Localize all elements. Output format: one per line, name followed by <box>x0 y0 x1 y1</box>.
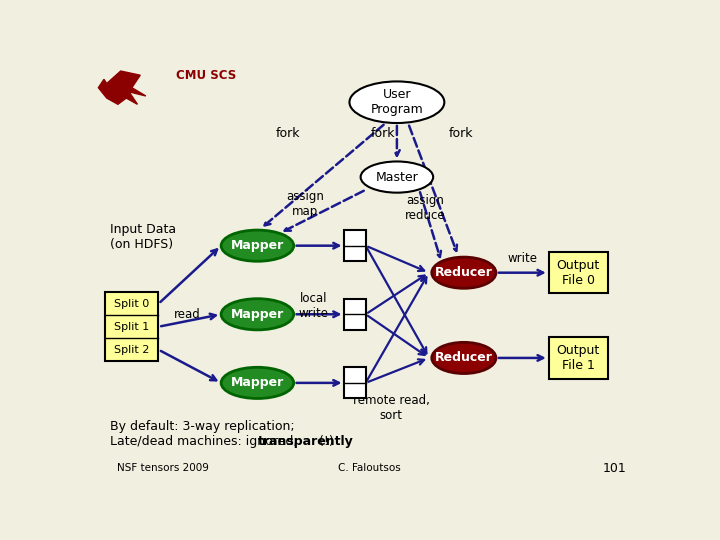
Bar <box>344 299 366 330</box>
Text: Split 2: Split 2 <box>114 345 150 355</box>
Bar <box>105 293 158 361</box>
Ellipse shape <box>349 82 444 123</box>
Ellipse shape <box>432 257 496 288</box>
Bar <box>549 337 608 379</box>
Ellipse shape <box>221 367 294 399</box>
Text: Split 0: Split 0 <box>114 299 150 309</box>
Text: Mapper: Mapper <box>231 308 284 321</box>
Text: assign
map: assign map <box>286 190 324 218</box>
Bar <box>344 367 366 399</box>
Ellipse shape <box>221 230 294 261</box>
Text: fork: fork <box>276 127 300 140</box>
Text: Master: Master <box>376 171 418 184</box>
Text: CMU SCS: CMU SCS <box>176 69 237 82</box>
Ellipse shape <box>361 161 433 193</box>
Text: Output
File 0: Output File 0 <box>557 259 600 287</box>
Bar <box>549 252 608 294</box>
Text: Mapper: Mapper <box>231 239 284 252</box>
Ellipse shape <box>432 342 496 374</box>
Text: Input Data
(on HDFS): Input Data (on HDFS) <box>109 224 176 251</box>
Text: Reducer: Reducer <box>435 352 492 365</box>
Text: write: write <box>508 252 537 265</box>
Text: Split 1: Split 1 <box>114 322 150 332</box>
Bar <box>344 230 366 261</box>
Text: fork: fork <box>449 127 473 140</box>
Text: Mapper: Mapper <box>231 376 284 389</box>
Text: User
Program: User Program <box>371 88 423 116</box>
Text: (!): (!) <box>315 435 333 448</box>
Text: local
write: local write <box>298 292 328 320</box>
Text: fork: fork <box>371 127 395 140</box>
Text: 101: 101 <box>603 462 626 475</box>
Text: Late/dead machines: ignored,: Late/dead machines: ignored, <box>109 435 301 448</box>
Text: By default: 3-way replication;: By default: 3-way replication; <box>109 420 294 433</box>
Text: C. Faloutsos: C. Faloutsos <box>338 463 400 473</box>
Text: NSF tensors 2009: NSF tensors 2009 <box>117 463 209 473</box>
Text: Output
File 1: Output File 1 <box>557 344 600 372</box>
Text: Reducer: Reducer <box>435 266 492 279</box>
Text: assign
reduce: assign reduce <box>405 194 445 222</box>
Text: remote read,
sort: remote read, sort <box>353 394 430 422</box>
Ellipse shape <box>221 299 294 330</box>
Polygon shape <box>99 71 145 104</box>
Text: transparently: transparently <box>258 435 353 448</box>
Text: read: read <box>174 308 201 321</box>
